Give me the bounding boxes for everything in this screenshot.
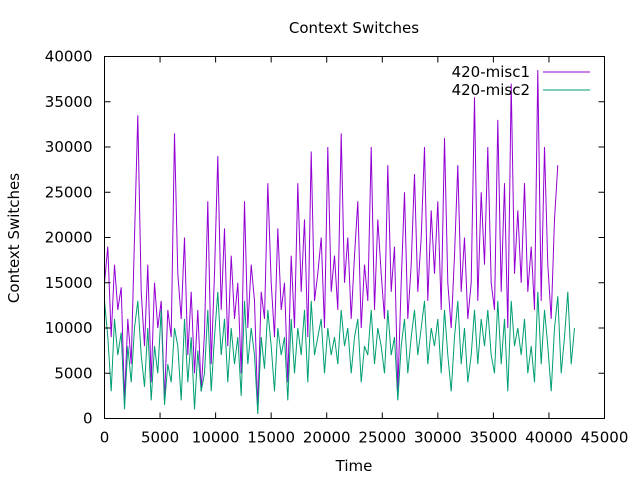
y-tick-label: 30000	[45, 138, 93, 156]
legend-label-series-1: 420-misc1	[452, 63, 530, 81]
x-axis-label: Time	[335, 457, 373, 475]
y-tick-label: 15000	[45, 274, 93, 292]
x-tick-label: 10000	[192, 429, 240, 447]
y-tick-label: 20000	[45, 229, 93, 247]
x-tick-label: 35000	[470, 429, 518, 447]
axis-ticks: 0 5000 10000 15000 20000 25000 30000 35000 40000…	[45, 48, 629, 447]
series-line-1	[104, 70, 559, 410]
y-axis-label: Context Switches	[5, 173, 23, 303]
x-tick-label: 15000	[247, 429, 295, 447]
y-tick-label: 5000	[54, 364, 92, 382]
x-tick-label: 40000	[525, 429, 573, 447]
x-tick-label: 0	[100, 429, 110, 447]
legend-label-series-2: 420-misc2	[452, 81, 530, 99]
y-tick-label: 40000	[45, 48, 93, 66]
x-tick-label: 45000	[581, 429, 629, 447]
y-tick-label: 10000	[45, 319, 93, 337]
x-tick-label: 5000	[141, 429, 179, 447]
legend: 420-misc1 420-misc2	[452, 63, 590, 99]
plot-series-layer	[104, 70, 575, 415]
series-line-2	[104, 291, 575, 415]
x-tick-label: 20000	[303, 429, 351, 447]
x-tick-label: 30000	[414, 429, 462, 447]
y-tick-label: 25000	[45, 183, 93, 201]
y-tick-label: 35000	[45, 93, 93, 111]
x-tick-label: 25000	[358, 429, 406, 447]
y-tick-label: 0	[83, 410, 93, 428]
chart-title: Context Switches	[289, 19, 419, 37]
plot-frame	[104, 56, 605, 419]
